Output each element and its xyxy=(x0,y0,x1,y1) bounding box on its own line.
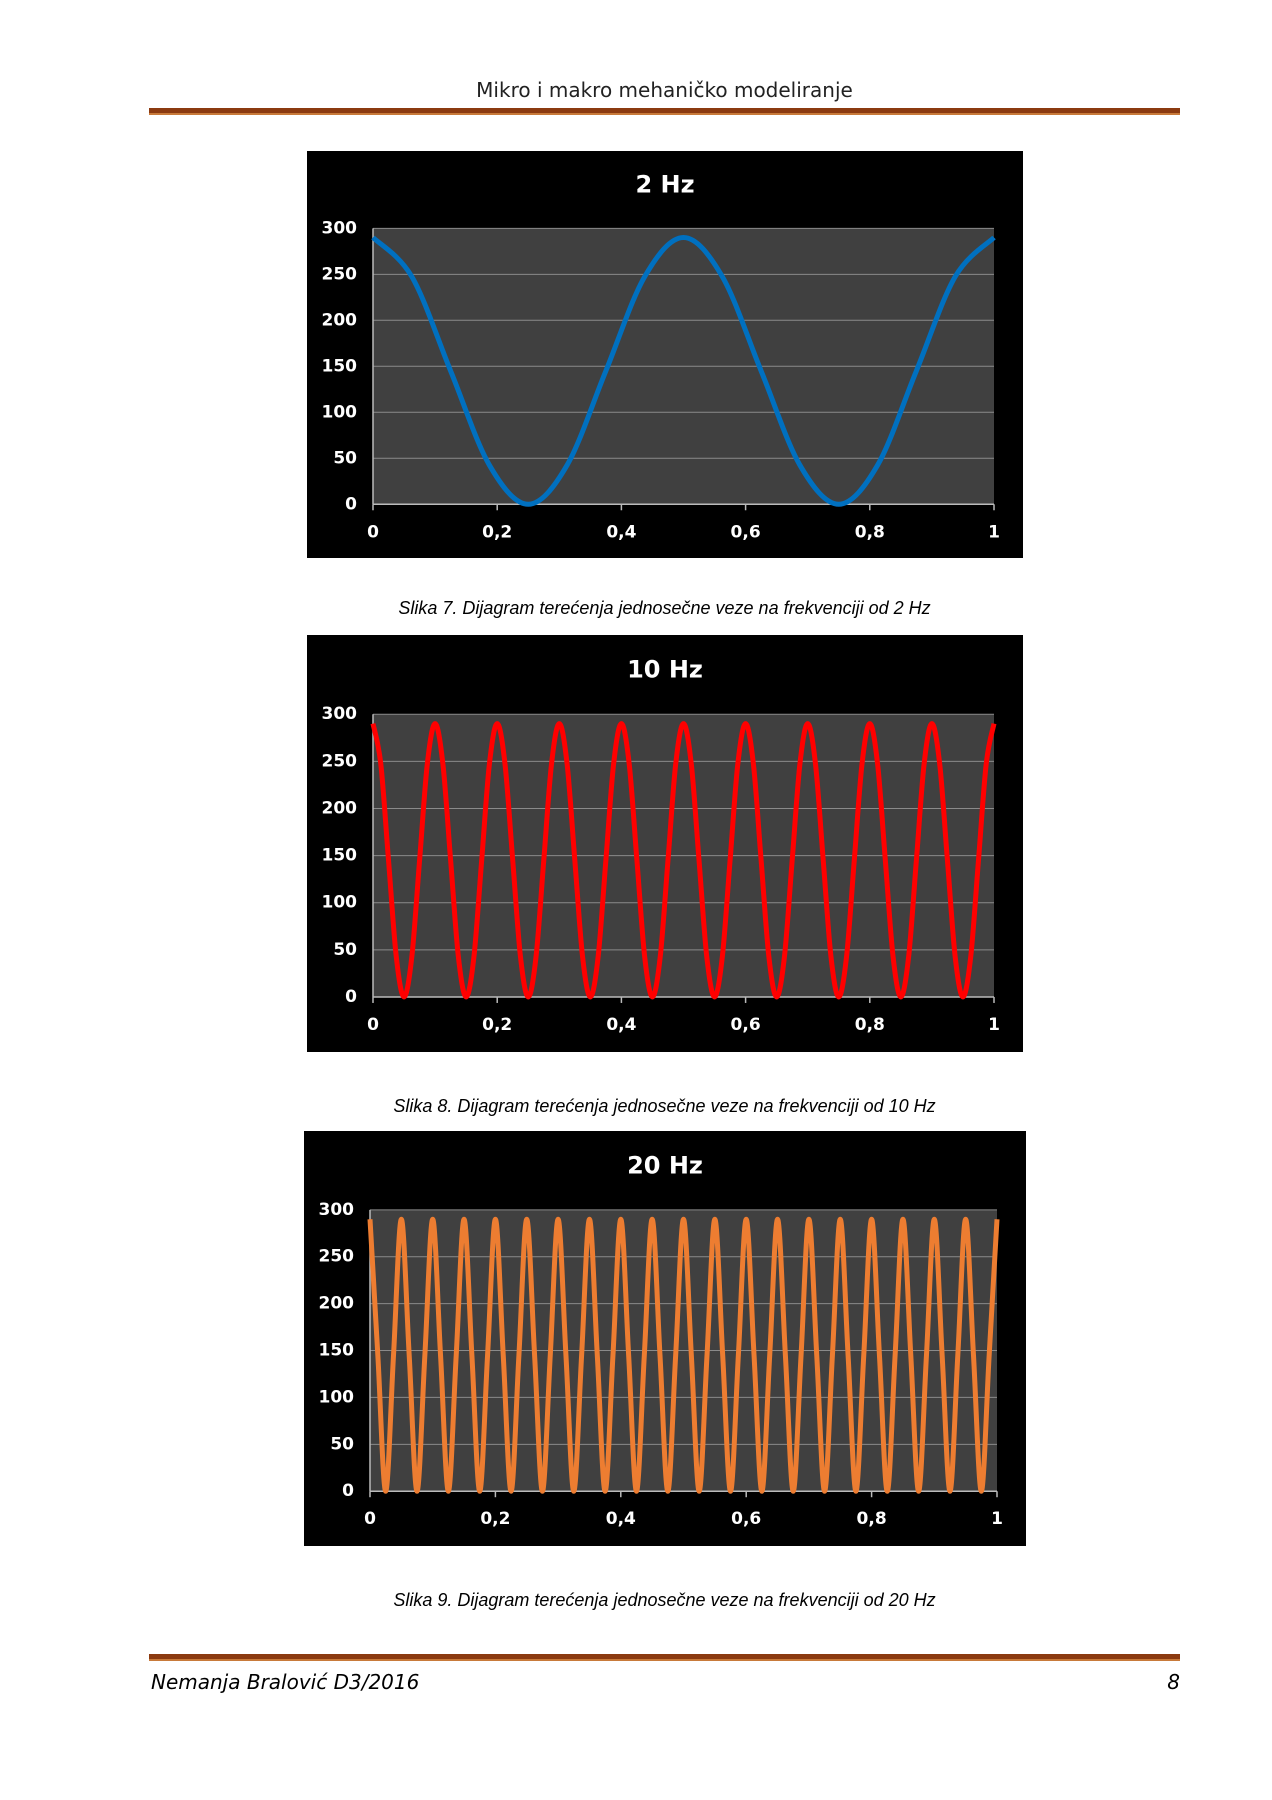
x-tick-label: 1 xyxy=(991,1509,1003,1529)
y-tick-label: 200 xyxy=(322,798,358,818)
x-tick-label: 0,4 xyxy=(606,1015,636,1035)
x-tick-label: 0,4 xyxy=(606,522,636,542)
figure-caption: Slika 7. Dijagram terećenja jednosečne v… xyxy=(398,598,931,618)
y-tick-label: 50 xyxy=(333,448,357,468)
y-tick-label: 100 xyxy=(322,893,358,913)
data-line xyxy=(370,721,997,1000)
x-tick-label: 0,6 xyxy=(731,1509,761,1529)
x-tick-label: 1 xyxy=(988,522,1000,542)
y-tick-label: 50 xyxy=(333,940,357,960)
y-tick-label: 100 xyxy=(319,1387,355,1407)
x-tick-label: 0 xyxy=(367,1015,379,1035)
x-tick-label: 0,8 xyxy=(855,1015,885,1035)
y-tick-label: 100 xyxy=(322,402,358,422)
y-tick-label: 200 xyxy=(319,1294,355,1314)
chart: 20 Hz 0 50 100 150 200 250 300 0 0,2 0,4 0,6 0,8 1 xyxy=(304,1131,1026,1546)
y-tick-label: 150 xyxy=(322,846,358,866)
x-tick-label: 0,4 xyxy=(606,1509,636,1529)
x-tick-label: 0,2 xyxy=(482,522,512,542)
y-tick-label: 250 xyxy=(322,264,358,284)
y-tick-label: 300 xyxy=(322,704,358,724)
y-tick-label: 200 xyxy=(322,310,358,330)
y-tick-label: 300 xyxy=(319,1200,355,1220)
x-tick-label: 0,8 xyxy=(855,522,885,542)
x-tick-label: 0,6 xyxy=(731,1015,761,1035)
y-tick-label: 0 xyxy=(342,1481,354,1501)
chart: 10 Hz 0 50 100 150 200 250 300 0 0,2 0,4 0,6 0,8 1 xyxy=(307,635,1023,1052)
y-tick-label: 150 xyxy=(319,1341,355,1361)
x-tick-label: 0,8 xyxy=(857,1509,887,1529)
data-line xyxy=(367,1216,1000,1494)
x-tick-label: 1 xyxy=(988,1015,1000,1035)
y-tick-label: 250 xyxy=(322,751,358,771)
footer-page: 8 xyxy=(1167,1670,1180,1694)
figure-caption: Slika 8. Dijagram terećenja jednosečne v… xyxy=(393,1096,936,1116)
x-tick-label: 0,2 xyxy=(482,1015,512,1035)
chart-title: 20 Hz xyxy=(627,1151,703,1179)
chart-title: 2 Hz xyxy=(635,171,694,199)
x-tick-label: 0,6 xyxy=(731,522,761,542)
chart-title: 10 Hz xyxy=(627,655,703,683)
y-tick-label: 250 xyxy=(319,1247,355,1267)
header-rule xyxy=(149,108,1180,115)
y-tick-label: 150 xyxy=(322,356,358,376)
y-tick-label: 300 xyxy=(322,218,358,238)
x-tick-label: 0 xyxy=(364,1509,376,1529)
figure-caption: Slika 9. Dijagram terećenja jednosečne v… xyxy=(393,1590,936,1610)
chart: 2 Hz 0 50 100 150 200 250 300 0 0,2 0,4 0,6 0,8 1 xyxy=(307,151,1023,558)
header-title: Mikro i makro mehaničko modeliranje xyxy=(476,78,853,102)
y-tick-label: 0 xyxy=(345,494,357,514)
footer-author: Nemanja Bralović D3/2016 xyxy=(151,1670,420,1694)
y-tick-label: 50 xyxy=(330,1434,354,1454)
footer-rule xyxy=(149,1654,1180,1661)
x-tick-label: 0,2 xyxy=(480,1509,510,1529)
data-line xyxy=(371,235,996,507)
x-tick-label: 0 xyxy=(367,522,379,542)
y-tick-label: 0 xyxy=(345,987,357,1007)
